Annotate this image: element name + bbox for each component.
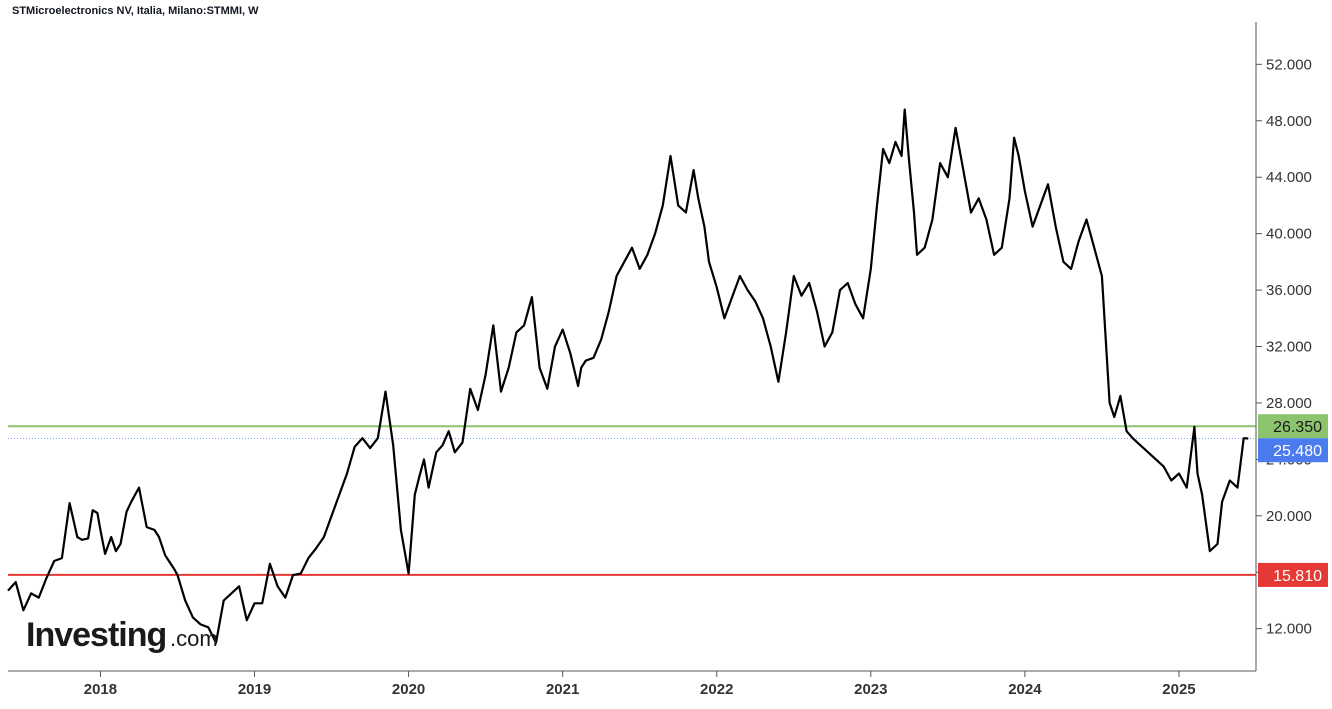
level-badge-label: 26.350 — [1273, 419, 1322, 436]
price-badges: 26.350 25.480 15.810 — [1258, 414, 1328, 587]
level-badge-bg — [1258, 438, 1328, 463]
y-tick-label: 48.000 — [1266, 113, 1312, 130]
y-tick-label: 36.000 — [1266, 282, 1312, 299]
price-levels — [8, 425, 1256, 576]
price-series — [7, 108, 1249, 644]
logo-wordmark: Investing — [26, 616, 166, 654]
x-tick-label: 2020 — [392, 681, 425, 698]
y-tick-label: 12.000 — [1266, 621, 1312, 638]
y-tick-label: 52.000 — [1266, 56, 1312, 73]
x-tick-label: 2021 — [546, 681, 579, 698]
x-tick-label: 2025 — [1162, 681, 1195, 698]
price-line — [7, 108, 1249, 644]
y-tick-label: 40.000 — [1266, 226, 1312, 243]
chart-title: STMicroelectronics NV, Italia, Milano:ST… — [12, 5, 259, 17]
level-badge-label: 15.810 — [1273, 568, 1322, 585]
level-badge: 15.810 — [1258, 562, 1328, 587]
y-tick-label: 32.000 — [1266, 339, 1312, 356]
x-tick-label: 2019 — [238, 681, 271, 698]
y-tick-label: 44.000 — [1266, 169, 1312, 186]
level-badge-bg — [1258, 562, 1328, 587]
y-tick-label: 28.000 — [1266, 395, 1312, 412]
level-badge: 26.350 — [1258, 414, 1328, 439]
x-tick-label: 2024 — [1008, 681, 1042, 698]
level-badge: 25.480 — [1258, 438, 1328, 463]
investing-logo: Investing .com — [26, 616, 218, 654]
level-badge-bg — [1258, 414, 1328, 439]
x-axis-ticks: 2018 2019 2020 2021 2022 2023 2024 2025 — [84, 671, 1196, 698]
level-badge-label: 25.480 — [1273, 443, 1322, 460]
y-tick-label: 20.000 — [1266, 508, 1312, 525]
logo-suffix: .com — [170, 626, 218, 651]
x-tick-label: 2022 — [700, 681, 733, 698]
x-tick-label: 2023 — [854, 681, 887, 698]
x-tick-label: 2018 — [84, 681, 117, 698]
